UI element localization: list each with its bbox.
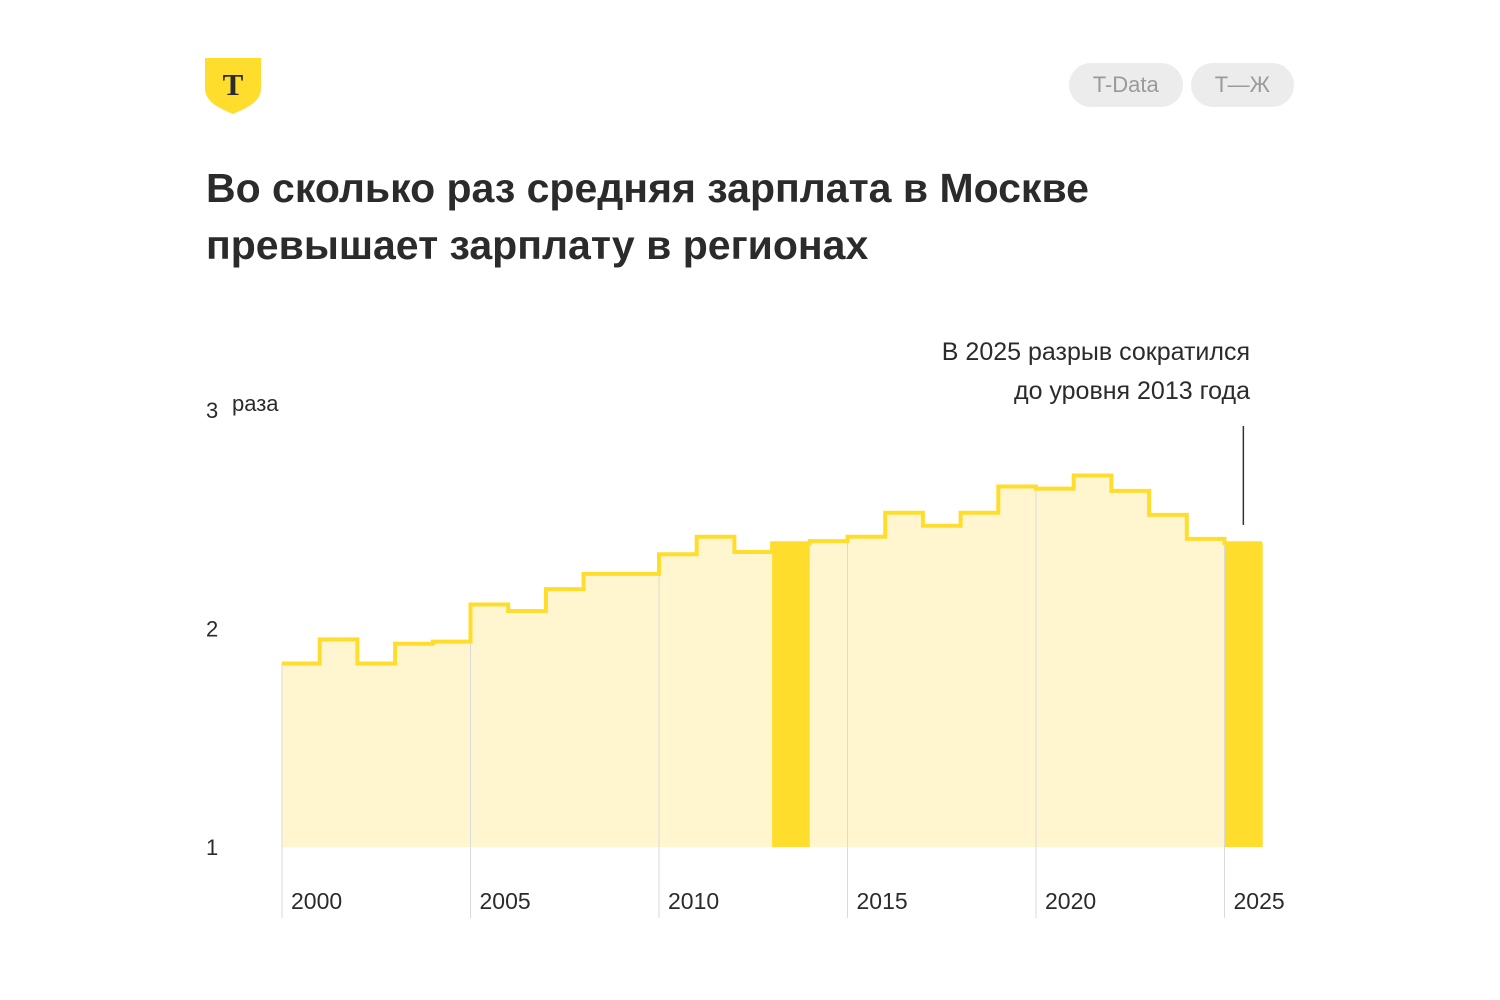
bar-2021	[1073, 475, 1112, 847]
logo-shield-icon	[205, 58, 261, 114]
bar-2002	[357, 663, 396, 847]
xtick-label-2010: 2010	[668, 888, 719, 914]
bar-2004	[432, 641, 471, 847]
bar-2023	[1149, 514, 1188, 847]
bar-2015	[847, 536, 886, 847]
bar-2007	[545, 589, 585, 847]
bar-2025	[1224, 543, 1263, 847]
tbank-logo: Т	[205, 58, 261, 114]
bar-2008	[583, 573, 622, 847]
bar-2019	[998, 486, 1037, 847]
ytick-label-3: 3	[206, 398, 218, 423]
source-pills: T-Data Т—Ж	[1068, 63, 1294, 107]
bar-2001	[319, 639, 358, 847]
xtick-label-2025: 2025	[1234, 888, 1285, 914]
logo-letter: Т	[223, 67, 244, 102]
ytick-unit-label: раза	[232, 391, 279, 416]
xtick-label-2020: 2020	[1045, 888, 1096, 914]
bar-2010	[659, 554, 698, 847]
bar-2012	[734, 552, 773, 847]
bar-2024	[1186, 538, 1225, 847]
pill-t-zh: Т—Ж	[1190, 63, 1294, 107]
xtick-label-2015: 2015	[857, 888, 908, 914]
bar-2006	[508, 611, 547, 847]
bar-2020	[1036, 488, 1075, 847]
bar-2016	[885, 512, 924, 847]
bar-2005	[470, 604, 509, 847]
title-line-2: превышает зарплату в регионах	[206, 222, 869, 268]
xtick-label-2000: 2000	[291, 888, 342, 914]
annotation-line-1: В 2025 разрыв сократился	[942, 338, 1250, 366]
pill-t-data: T-Data	[1068, 63, 1183, 107]
title-line-1: Во сколько раз средняя зарплата в Москве	[206, 165, 1089, 211]
ytick-label-1: 1	[206, 835, 218, 860]
xtick-label-2005: 2005	[480, 888, 531, 914]
chart-title: Во сколько раз средняя зарплата в Москве…	[206, 160, 1306, 274]
step-line	[282, 473, 1263, 666]
ytick-label-2: 2	[206, 617, 218, 642]
bar-2011	[696, 536, 735, 847]
bar-2014	[809, 541, 848, 847]
bar-2009	[621, 573, 660, 847]
bar-2022	[1111, 490, 1150, 847]
bar-2017	[922, 525, 962, 847]
bar-2018	[960, 512, 999, 847]
bar-2000	[282, 663, 321, 847]
annotation-line-2: до уровня 2013 года	[1014, 377, 1250, 405]
bar-2013	[772, 543, 811, 847]
bar-2003	[395, 643, 434, 847]
